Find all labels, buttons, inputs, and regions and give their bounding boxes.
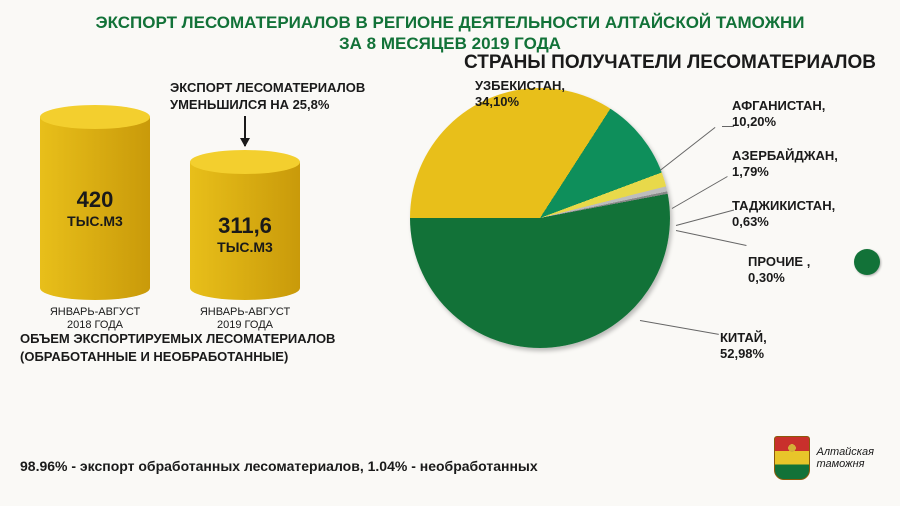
decrease-line1: ЭКСПОРТ ЛЕСОМАТЕРИАЛОВ (170, 80, 365, 97)
leader-line (676, 209, 734, 225)
cylinder-value: 311,6ТЫС.М3 (190, 213, 300, 255)
pie-slice-label: ТАДЖИКИСТАН,0,63% (732, 198, 835, 229)
volume-l1: ОБЪЕМ ЭКСПОРТИРУЕМЫХ ЛЕСОМАТЕРИАЛОВ (20, 330, 335, 348)
leader-line (722, 126, 734, 127)
pie-slice-label: АФГАНИСТАН,10,20% (732, 98, 825, 129)
logo-l1: Алтайская (816, 446, 874, 458)
pie-slice-label: КИТАЙ,52,98% (720, 330, 767, 361)
main-title: ЭКСПОРТ ЛЕСОМАТЕРИАЛОВ В РЕГИОНЕ ДЕЯТЕЛЬ… (0, 0, 900, 55)
decrease-line2: УМЕНЬШИЛСЯ НА 25,8% (170, 97, 365, 114)
pie-disc (410, 88, 670, 348)
footer-text: 98.96% - экспорт обработанных лесоматери… (20, 458, 538, 474)
logo-l2: таможня (816, 458, 874, 470)
volume-label: ОБЪЕМ ЭКСПОРТИРУЕМЫХ ЛЕСОМАТЕРИАЛОВ (ОБР… (20, 330, 335, 366)
decrease-note: ЭКСПОРТ ЛЕСОМАТЕРИАЛОВ УМЕНЬШИЛСЯ НА 25,… (170, 80, 365, 114)
logo-text: Алтайская таможня (816, 446, 874, 470)
leader-line (676, 230, 747, 246)
leader-line (672, 176, 728, 209)
title-line1: ЭКСПОРТ ЛЕСОМАТЕРИАЛОВ В РЕГИОНЕ ДЕЯТЕЛЬ… (20, 12, 880, 33)
pie-slice-label: АЗЕРБАЙДЖАН,1,79% (732, 148, 838, 179)
logo-badge-icon (774, 436, 810, 480)
pie-slice-label: ПРОЧИЕ ,0,30% (748, 254, 810, 285)
cylinder-bar: 311,6ТЫС.М3 ЯНВАРЬ-АВГУСТ2019 ГОДА (190, 150, 300, 332)
arrow-to-bar2 (244, 116, 246, 146)
volume-l2: (ОБРАБОТАННЫЕ И НЕОБРАБОТАННЫЕ) (20, 348, 335, 366)
cylinder-bar: 420ТЫС.М3 ЯНВАРЬ-АВГУСТ2018 ГОДА (40, 105, 150, 332)
pie-chart (410, 88, 680, 358)
pie-slice-label: УЗБЕКИСТАН,34,10% (475, 78, 565, 109)
cylinder-value: 420ТЫС.М3 (40, 187, 150, 229)
cylinder-caption: ЯНВАРЬ-АВГУСТ2018 ГОДА (40, 306, 150, 332)
cylinder-caption: ЯНВАРЬ-АВГУСТ2019 ГОДА (190, 306, 300, 332)
legend-dot (854, 249, 880, 275)
logo: Алтайская таможня (774, 436, 874, 480)
pie-title: СТРАНЫ ПОЛУЧАТЕЛИ ЛЕСОМАТЕРИАЛОВ (464, 52, 876, 74)
